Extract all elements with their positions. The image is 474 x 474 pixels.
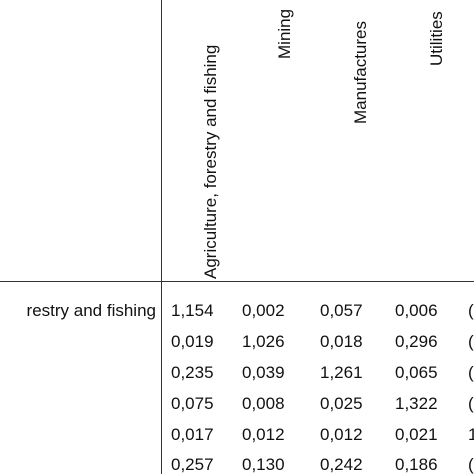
table-cell: ( [468, 332, 474, 351]
table-cell: 0,021 [395, 425, 438, 444]
table-cell: 0,012 [320, 425, 363, 444]
table-cell: 0,242 [320, 455, 363, 474]
table-cell: 1,322 [395, 394, 438, 413]
table-cell: 1,154 [171, 301, 214, 320]
table-cell: 0,296 [395, 332, 438, 351]
table-cell: 0,018 [320, 332, 363, 351]
table-cell: 0,002 [242, 301, 285, 320]
table-cell: 0,039 [242, 363, 285, 382]
table-cell: 0,257 [171, 455, 214, 474]
column-header-agriculture: Agriculture, forestry and fishing [201, 44, 220, 279]
table-cell: 0,008 [242, 394, 285, 413]
column-header-divider [0, 281, 474, 282]
table-cell: ( [468, 455, 474, 474]
table-cell: 0,017 [171, 425, 214, 444]
table-cell: 0,012 [242, 425, 285, 444]
table-cell: 1 [468, 425, 474, 444]
row-label-agriculture: restry and fishing [26, 301, 156, 320]
table-cell: 0,065 [395, 363, 438, 382]
table-cell: 1,261 [320, 363, 363, 382]
table-cell: 1,026 [242, 332, 285, 351]
column-header-utilities: Utilities [427, 11, 446, 66]
table-cell: 0,019 [171, 332, 214, 351]
table-cell: 0,006 [395, 301, 438, 320]
table-cell: ( [468, 394, 474, 413]
table-cell: 0,075 [171, 394, 214, 413]
row-header-divider [161, 0, 162, 474]
column-header-manufactures: Manufactures [351, 21, 370, 124]
table-cell: 0,057 [320, 301, 363, 320]
table-cell: ( [468, 363, 474, 382]
table-cell: 0,186 [395, 455, 438, 474]
table-cell: 0,235 [171, 363, 214, 382]
table-cell: 0,025 [320, 394, 363, 413]
column-header-mining: Mining [275, 8, 294, 59]
table-cell: 0,130 [242, 455, 285, 474]
table-cell: ( [468, 301, 474, 320]
